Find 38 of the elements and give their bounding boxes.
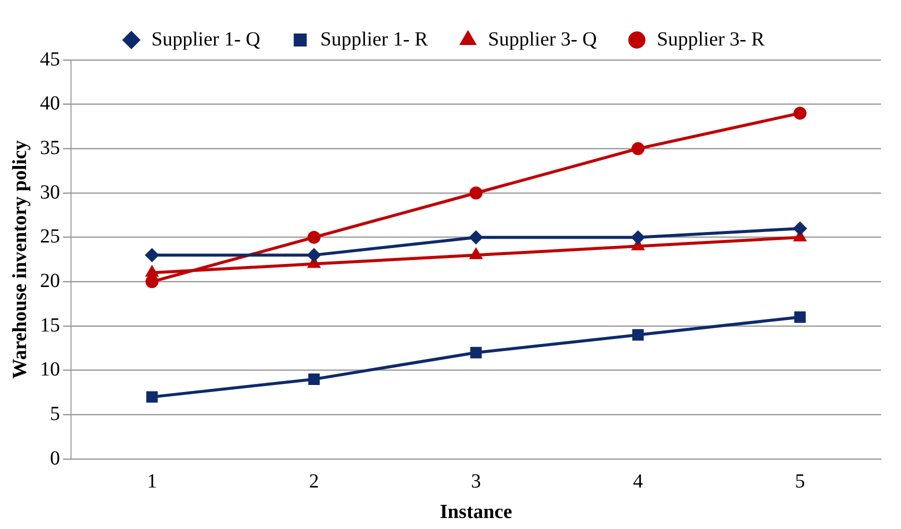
point [470,230,482,244]
y-tick-label: 15 [40,314,60,336]
point [632,230,644,244]
point [308,230,320,244]
point [470,248,482,260]
point [308,248,320,262]
point [632,329,644,341]
y-tick-label: 35 [40,136,60,159]
point [146,266,158,277]
point [470,346,482,358]
x-tick-label: 5 [795,470,805,492]
point [146,275,158,288]
y-tick-label: 40 [40,92,60,115]
legend-label: Supplier 3- Q [488,28,598,50]
x-axis-title: Instance [440,501,512,524]
point [632,142,644,156]
legend-label: Supplier 3- R [656,28,766,50]
x-tick-label: 3 [471,470,481,492]
x-tick-label: 1 [147,470,157,492]
point [146,391,158,403]
x-tick-label: 2 [309,470,319,492]
point [794,222,806,235]
y-tick-label: 10 [40,358,60,381]
legend-label: Supplier 1- R [320,28,429,50]
legend-label: Supplier 1- Q [151,28,261,50]
x-tick-label: 4 [633,470,643,492]
y-tick-label: 25 [40,226,60,248]
y-tick-label: 45 [40,48,60,70]
point [794,311,806,323]
y-tick-label: 0 [50,447,60,470]
point [794,106,806,120]
y-tick-label: 5 [50,402,60,425]
y-axis-title: Warehouse inventory policy [9,140,32,379]
point [146,248,158,262]
y-tick-label: 20 [40,270,60,292]
y-tick-label: 30 [40,181,60,204]
point [308,373,320,385]
point [470,186,482,200]
